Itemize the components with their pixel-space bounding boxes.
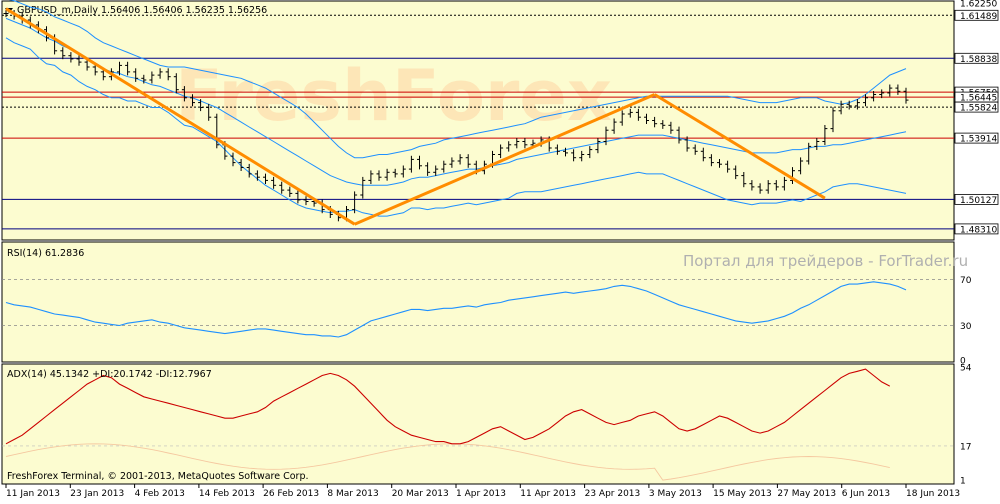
adx-panel-bg[interactable] xyxy=(1,363,955,485)
price-label-1.55824: 1.55824 xyxy=(960,104,997,114)
watermark-main: FreshForex xyxy=(175,55,612,137)
price-label-1.48310: 1.48310 xyxy=(960,225,997,235)
rsi-layer xyxy=(2,279,954,338)
rsi-panel-bg[interactable] xyxy=(1,241,955,363)
watermark-sub: Портал для трейдеров - ForTrader.ru xyxy=(683,252,968,270)
x-label: 15 May 2013 xyxy=(713,489,772,499)
rsi-tick-0: 0 xyxy=(960,357,966,367)
x-label: 8 Mar 2013 xyxy=(327,489,378,499)
price-label-1.58838: 1.58838 xyxy=(960,55,997,65)
x-label: 11 Jan 2013 xyxy=(6,489,60,499)
di-line xyxy=(5,443,890,481)
trend-line-1 xyxy=(5,7,356,226)
price-label-box-1.61489 xyxy=(954,9,999,21)
trend-line-3 xyxy=(653,93,826,200)
x-label: 11 Apr 2013 xyxy=(520,489,576,499)
price-label-1.62250: 1.62250 xyxy=(960,0,997,10)
trend-line-2 xyxy=(354,93,656,226)
adx-tick-17: 17 xyxy=(960,442,971,452)
x-label: 14 Feb 2013 xyxy=(199,489,255,499)
price-label-1.53914: 1.53914 xyxy=(960,135,997,145)
x-label: 26 Feb 2013 xyxy=(263,489,319,499)
adx-layer xyxy=(2,368,954,481)
x-label: 27 May 2013 xyxy=(777,489,836,499)
x-label: 18 Jun 2013 xyxy=(906,489,960,499)
adx-tick-1: 1 xyxy=(960,477,966,487)
rsi-line xyxy=(5,281,907,338)
bollinger-middle-line xyxy=(5,17,907,186)
axis-layer: 1.622501.614891.588381.567501.564451.558… xyxy=(5,0,999,499)
adx-line xyxy=(5,368,891,445)
footer-copyright: FreshForex Terminal, © 2001-2013, MetaQu… xyxy=(7,471,309,482)
price-label-1.50127: 1.50127 xyxy=(960,196,997,206)
x-label: 1 Apr 2013 xyxy=(456,489,506,499)
adx-title: ADX(14) 45.1342 +DI:20.1742 -DI:12.7967 xyxy=(7,369,212,380)
adx-tick-54: 54 xyxy=(960,364,972,374)
x-label: 23 Apr 2013 xyxy=(585,489,641,499)
chart-header-symbol: GBPUSD_m,Daily 1.56406 1.56406 1.56235 1… xyxy=(17,5,267,16)
price-label-box-1.50127 xyxy=(954,193,999,205)
price-label-1.56445: 1.56445 xyxy=(960,94,997,104)
price-layer xyxy=(2,0,954,230)
rsi-tick-30: 30 xyxy=(960,322,972,332)
x-label: 4 Feb 2013 xyxy=(135,489,185,499)
x-label: 3 May 2013 xyxy=(649,489,702,499)
rsi-tick-70: 70 xyxy=(960,276,972,286)
bollinger-lower-line xyxy=(5,37,907,217)
bollinger-upper-line xyxy=(8,0,907,159)
x-label: 23 Jan 2013 xyxy=(70,489,124,499)
price-label-box-1.48310 xyxy=(954,223,999,235)
x-label: 20 Mar 2013 xyxy=(392,489,449,499)
rsi-title: RSI(14) 61.2836 xyxy=(7,248,84,259)
price-label-box-1.53914 xyxy=(954,132,999,144)
x-label: 6 Jun 2013 xyxy=(842,489,890,499)
price-label-box-1.55824 xyxy=(954,101,999,113)
price-label-1.61489: 1.61489 xyxy=(960,12,997,22)
price-label-box-1.58838 xyxy=(954,52,999,64)
